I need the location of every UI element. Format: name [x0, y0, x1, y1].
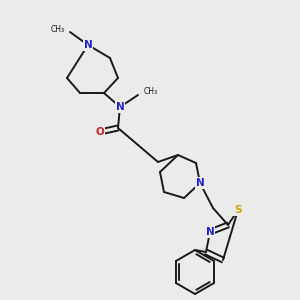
Text: O: O — [96, 127, 104, 137]
Text: N: N — [196, 178, 204, 188]
Text: CH₃: CH₃ — [144, 86, 158, 95]
Text: N: N — [84, 40, 92, 50]
Text: N: N — [116, 102, 124, 112]
Text: S: S — [234, 205, 242, 215]
Text: N: N — [206, 227, 214, 237]
Text: CH₃: CH₃ — [51, 25, 65, 34]
